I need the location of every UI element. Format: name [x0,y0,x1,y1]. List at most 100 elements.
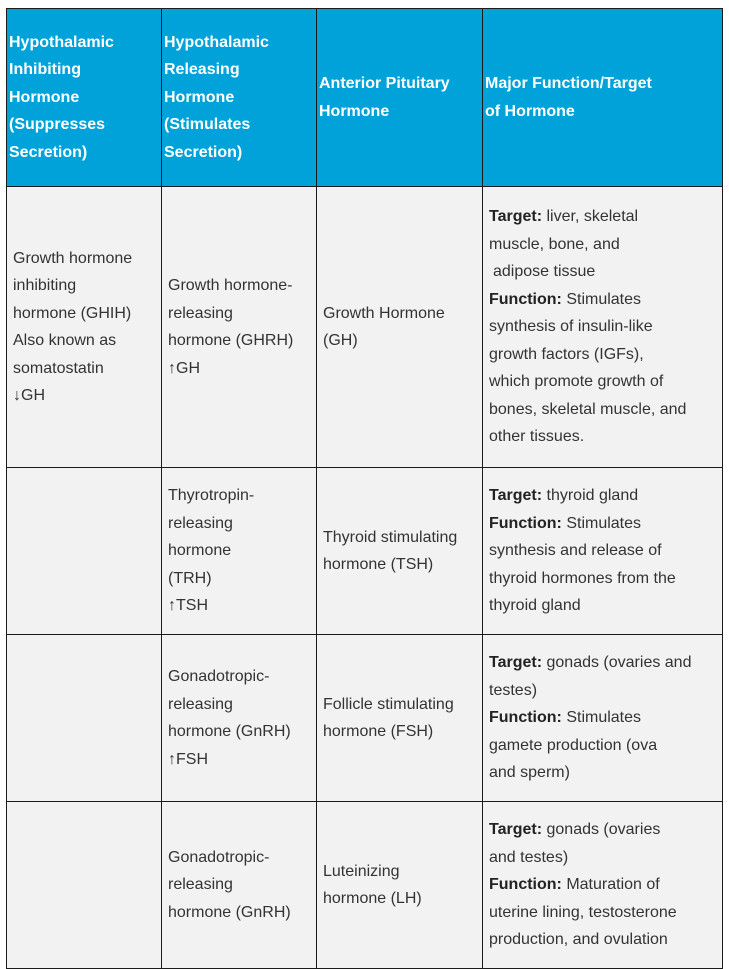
function-text: Maturation of [561,876,660,894]
cell-line: hormone (GnRH) [168,723,291,740]
target-text: gonads (ovaries [542,821,661,839]
function-line: which promote growth of [489,373,664,391]
function-line: uterine lining, testosterone [489,903,677,921]
cell-line: Growth hormone [13,249,133,267]
cell-line: (GH) [323,332,358,349]
function-target-cell: Target: liver, skeletal muscle, bone, an… [482,186,723,468]
cell-line: hormone (FSH) [323,723,434,740]
function-line: and sperm) [489,764,570,782]
header-line: Hypothalamic [9,33,114,51]
function-label: Function: [489,514,562,532]
function-line: synthesis and release of [489,542,662,560]
header-line: Hormone [319,102,390,120]
target-line: and testes) [489,848,569,866]
target-label: Target: [489,487,543,505]
function-text: Stimulates [561,514,642,532]
target-line: testes) [489,681,538,699]
cell-line: ↑FSH [168,750,208,768]
inhibiting-hormone-cell [6,467,162,635]
cell-line: Gonadotropic- [168,668,270,685]
header-line: (Suppresses [9,116,106,134]
pituitary-hormone-cell: Luteinizing hormone (LH) [316,801,483,969]
cell-line: releasing [168,876,233,894]
header-row: Hypothalamic Inhibiting Hormone (Suppres… [6,8,723,187]
target-line: muscle, bone, and [489,235,620,253]
header-line: Inhibiting [9,61,81,79]
function-text: Stimulates [561,290,642,308]
target-line: Target: gonads (ovaries and [489,649,716,677]
function-line: thyroid gland [489,597,581,615]
cell-line: Luteinizing [323,862,400,880]
function-line: Function: Stimulates [489,704,716,732]
header-anterior-pituitary-hormone: Anterior Pituitary Hormone [316,8,483,187]
function-line: other tissues. [489,428,585,446]
releasing-hormone-cell: Gonadotropic- releasing hormone (GnRH) ↑… [161,634,317,802]
inhibiting-hormone-cell [6,634,162,802]
function-target-cell: Target: gonads (ovaries and testes) Func… [482,801,723,969]
function-line: Function: Stimulates [489,286,716,314]
function-label: Function: [489,876,562,894]
target-line: Target: thyroid gland [489,482,716,510]
function-line: growth factors (IGFs), [489,345,644,363]
header-line: Hormone [164,88,235,106]
cell-line: Follicle stimulating [323,695,454,713]
target-line: Target: gonads (ovaries [489,816,716,844]
function-label: Function: [489,709,562,727]
pituitary-hormone-cell: Thyroid stimulating hormone (TSH) [316,467,483,635]
inhibiting-hormone-cell: Growth hormone inhibiting hormone (GHIH)… [6,186,162,468]
table-row: Growth hormone inhibiting hormone (GHIH)… [6,186,723,468]
pituitary-hormone-cell: Growth Hormone (GH) [316,186,483,468]
cell-line: releasing [168,514,233,532]
cell-line: hormone (GHIH) [13,304,132,322]
cell-line: hormone [168,542,232,560]
cell-line: Growth Hormone [323,304,445,322]
target-text: gonads (ovaries and [542,654,692,672]
function-target-cell: Target: gonads (ovaries and testes) Func… [482,634,723,802]
releasing-hormone-cell: Growth hormone- releasing hormone (GHRH)… [161,186,317,468]
cell-line: Thyrotropin- [168,487,255,505]
pituitary-hormone-cell: Follicle stimulating hormone (FSH) [316,634,483,802]
cell-line: hormone (GnRH) [168,903,291,921]
header-releasing-hormone: Hypothalamic Releasing Hormone (Stimulat… [161,8,317,187]
cell-line: ↑TSH [168,597,208,615]
cell-line: Also known as [13,332,117,349]
releasing-hormone-cell: Gonadotropic- releasing hormone (GnRH) [161,801,317,969]
header-line: (Stimulates [164,116,251,134]
target-text: liver, skeletal [542,208,639,226]
cell-line: hormone (GHRH) [168,332,294,349]
header-line: of Hormone [485,102,575,120]
cell-line: ↑GH [168,359,200,377]
header-line: Hypothalamic [164,33,269,51]
hormone-table: Hypothalamic Inhibiting Hormone (Suppres… [6,8,723,969]
target-label: Target: [489,821,543,839]
cell-line: ↓GH [13,387,45,404]
cell-line: hormone (TSH) [323,556,434,573]
function-line: synthesis of insulin-like [489,318,653,336]
function-line: production, and ovulation [489,931,668,949]
header-major-function-target: Major Function/Target of Hormone [482,8,723,187]
cell-line: Gonadotropic- [168,848,270,866]
target-line: Target: liver, skeletal [489,203,716,231]
function-text: Stimulates [561,709,642,727]
function-line: Function: Stimulates [489,510,716,538]
target-text: thyroid gland [542,487,639,505]
cell-line: hormone (LH) [323,890,422,907]
function-target-cell: Target: thyroid gland Function: Stimulat… [482,467,723,635]
header-line: Releasing [164,61,240,79]
function-line: Function: Maturation of [489,871,716,899]
function-line: thyroid hormones from the [489,569,676,587]
cell-line: (TRH) [168,569,212,587]
target-line: adipose tissue [493,263,596,281]
cell-line: Growth hormone- [168,277,293,294]
header-line: Secretion) [9,143,88,161]
cell-line: releasing [168,304,233,322]
cell-line: inhibiting [13,277,77,294]
header-line: Major Function/Target [485,75,652,92]
target-label: Target: [489,208,543,226]
table-row: Gonadotropic- releasing hormone (GnRH) ↑… [6,634,723,802]
header-line: Hormone [9,88,80,106]
cell-line: releasing [168,695,233,713]
function-label: Function: [489,290,562,308]
table-row: Gonadotropic- releasing hormone (GnRH) L… [6,801,723,969]
